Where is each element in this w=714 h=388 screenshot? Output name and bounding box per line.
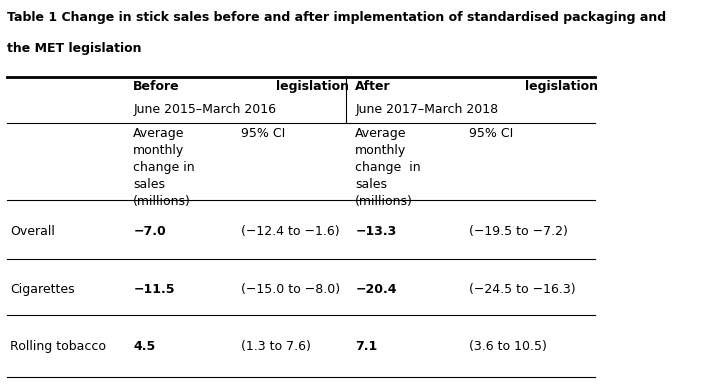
Text: −13.3: −13.3 [356,225,396,238]
Text: Average
monthly
change in
sales
(millions): Average monthly change in sales (million… [134,126,195,208]
Text: (3.6 to 10.5): (3.6 to 10.5) [469,340,547,353]
Text: After: After [356,80,391,94]
Text: (−24.5 to −16.3): (−24.5 to −16.3) [469,282,576,296]
Text: (1.3 to 7.6): (1.3 to 7.6) [241,340,311,353]
Text: June 2017–March 2018: June 2017–March 2018 [356,104,498,116]
Text: 95% CI: 95% CI [241,126,286,140]
Text: −7.0: −7.0 [134,225,166,238]
Text: (−15.0 to −8.0): (−15.0 to −8.0) [241,282,341,296]
Text: (−12.4 to −1.6): (−12.4 to −1.6) [241,225,340,238]
Text: −11.5: −11.5 [134,282,175,296]
Text: 4.5: 4.5 [134,340,156,353]
Text: Rolling tobacco: Rolling tobacco [11,340,106,353]
Text: Average
monthly
change  in
sales
(millions): Average monthly change in sales (million… [356,126,421,208]
Text: 7.1: 7.1 [356,340,378,353]
Text: June 2015–March 2016: June 2015–March 2016 [134,104,276,116]
Text: Table 1 Change in stick sales before and after implementation of standardised pa: Table 1 Change in stick sales before and… [7,11,666,24]
Text: Before: Before [134,80,180,94]
Text: −20.4: −20.4 [356,282,397,296]
Text: the MET legislation: the MET legislation [7,42,142,55]
Text: legislation: legislation [276,80,349,94]
Text: 95% CI: 95% CI [469,126,513,140]
Text: Cigarettes: Cigarettes [11,282,75,296]
Text: (−19.5 to −7.2): (−19.5 to −7.2) [469,225,568,238]
Text: legislation: legislation [526,80,598,94]
Text: Overall: Overall [11,225,55,238]
